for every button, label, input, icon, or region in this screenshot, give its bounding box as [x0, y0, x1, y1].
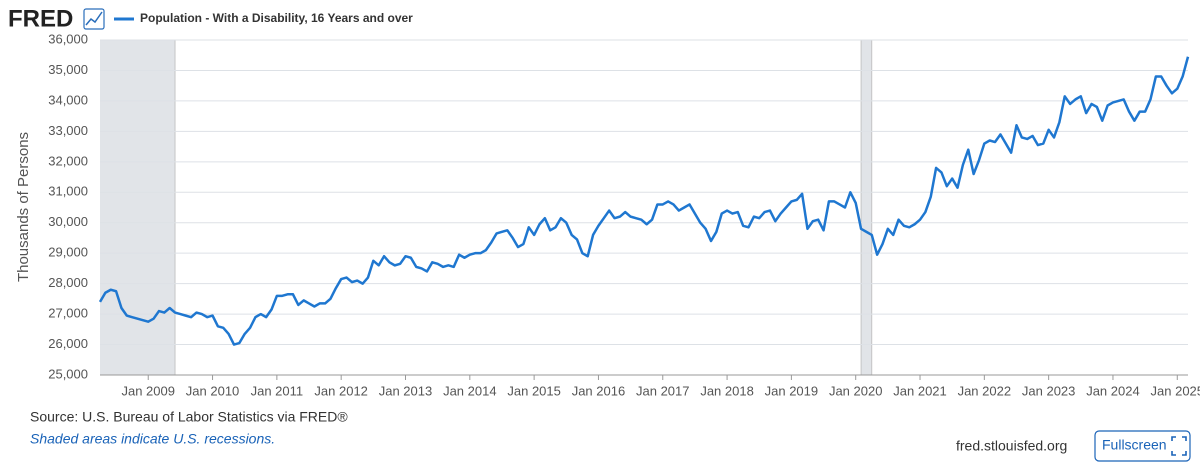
x-tick-label: Jan 2015 [507, 383, 561, 398]
button-label[interactable]: Fullscreen [1102, 437, 1167, 453]
x-tick-label: Jan 2019 [765, 383, 819, 398]
x-tick-label: Jan 2022 [958, 383, 1012, 398]
x-tick-label: Jan 2013 [379, 383, 433, 398]
logo-icon [83, 8, 105, 30]
x-tick-label: Jan 2025 [1151, 383, 1200, 398]
x-tick-label: Jan 2014 [443, 383, 497, 398]
x-tick-label: Jan 2023 [1022, 383, 1076, 398]
x-tick-label: Jan 2024 [1086, 383, 1140, 398]
y-tick-label: 30,000 [48, 214, 88, 229]
x-tick-label: Jan 2017 [636, 383, 690, 398]
y-tick-label: 27,000 [48, 306, 88, 321]
y-tick-label: 31,000 [48, 184, 88, 199]
y-tick-label: 25,000 [48, 366, 88, 381]
site-url: fred.stlouisfed.org [956, 438, 1067, 454]
recession-band [100, 40, 176, 375]
logo: FRED [8, 5, 73, 32]
source: Source: U.S. Bureau of Labor Statistics … [30, 409, 348, 425]
recession-note: Shaded areas indicate U.S. recessions. [30, 431, 275, 447]
button-frame[interactable] [1094, 430, 1191, 462]
recession-band [860, 40, 873, 375]
plot-area [98, 39, 1190, 380]
x-tick-label: Jan 2020 [829, 383, 883, 398]
y-tick-label: 29,000 [48, 245, 88, 260]
y-tick-label: 33,000 [48, 123, 88, 138]
x-tick-label: Jan 2018 [700, 383, 754, 398]
y-tick-label: 34,000 [48, 92, 88, 107]
legend-label: Population - With a Disability, 16 Years… [140, 11, 413, 25]
y-tick-label: 35,000 [48, 62, 88, 77]
y-tick-label: 32,000 [48, 153, 88, 168]
series-line [98, 56, 1190, 346]
y-axis-title: Thousands of Persons [15, 132, 32, 282]
y-tick-label: 36,000 [48, 31, 88, 46]
x-tick-label: Jan 2010 [186, 383, 240, 398]
x-tick-label: Jan 2012 [314, 383, 368, 398]
fullscreen-button[interactable]: Fullscreen [1094, 430, 1191, 462]
x-tick-label: Jan 2016 [572, 383, 626, 398]
y-tick-label: 28,000 [48, 275, 88, 290]
x-tick-label: Jan 2011 [251, 383, 304, 398]
x-tick-label: Jan 2009 [121, 383, 175, 398]
button-icon[interactable] [1171, 436, 1187, 456]
x-tick-label: Jan 2021 [893, 383, 947, 398]
y-tick-label: 26,000 [48, 336, 88, 351]
